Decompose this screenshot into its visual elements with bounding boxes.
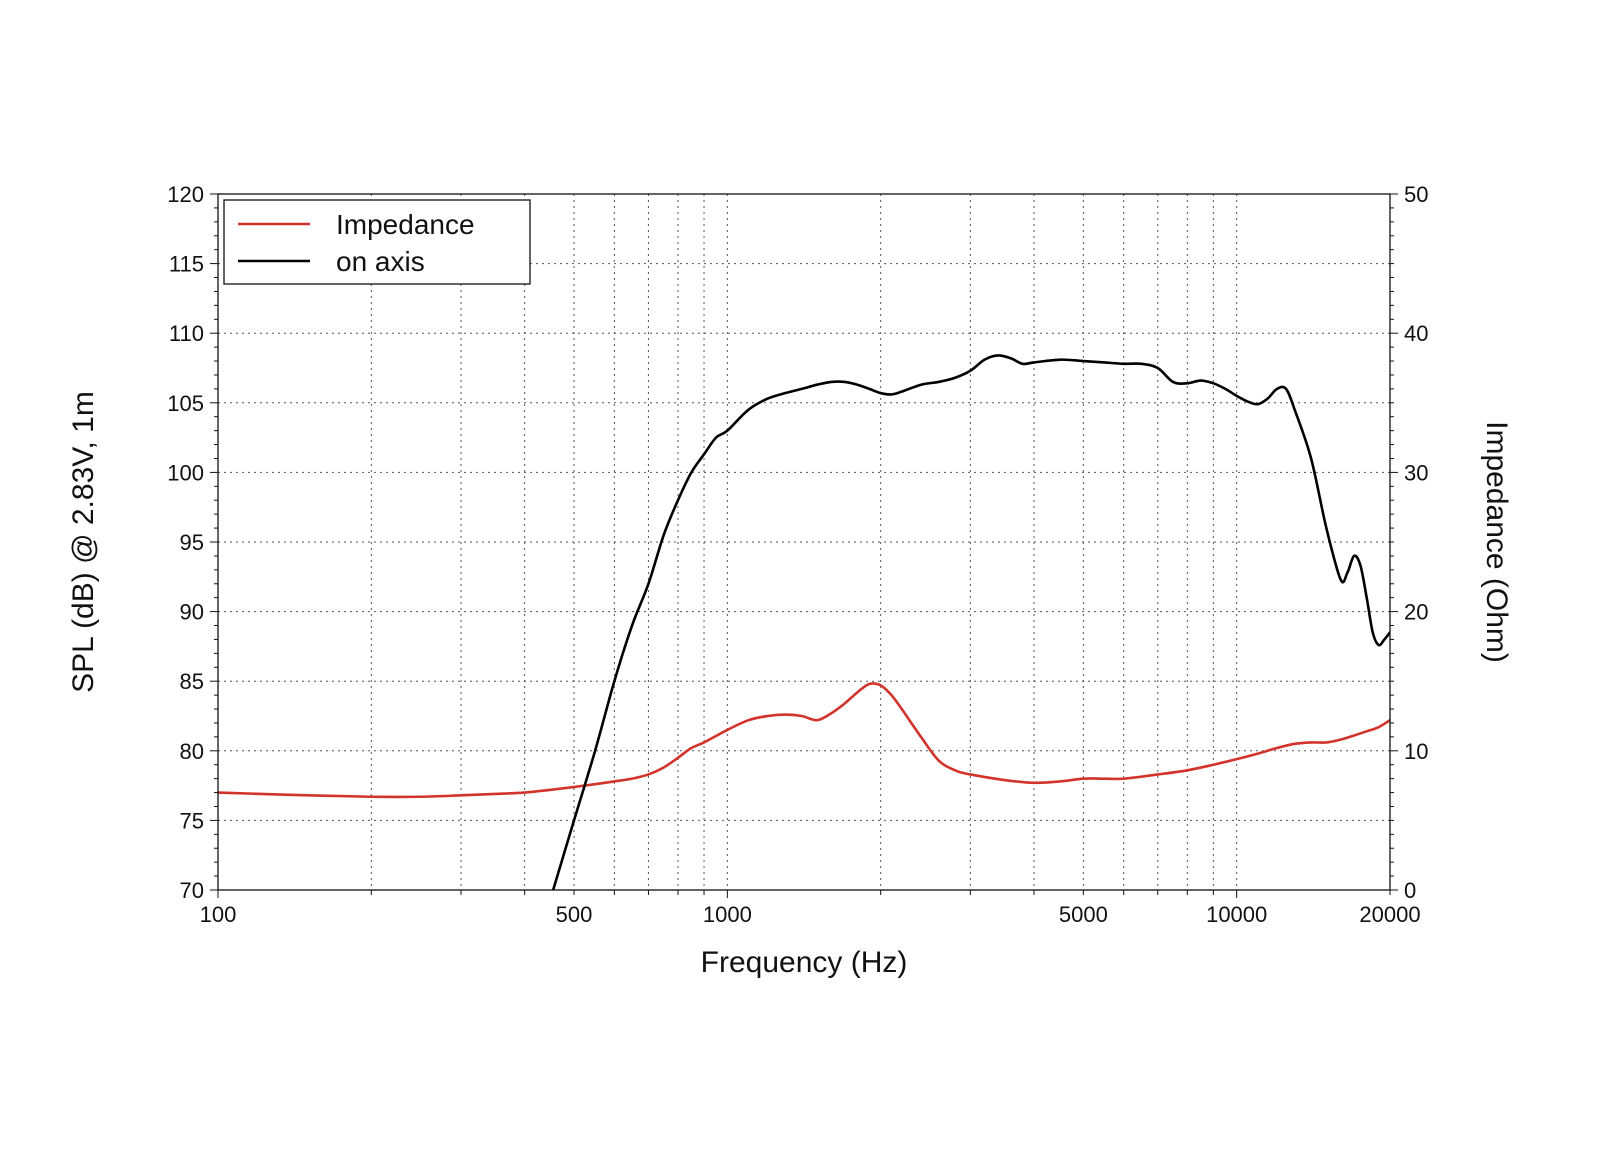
y-left-axis-title: SPL (dB) @ 2.83V, 1m: [67, 391, 100, 693]
series-layer: [218, 354, 1390, 890]
y-right-tick-label: 50: [1404, 182, 1428, 207]
x-tick-label: 500: [556, 902, 593, 927]
y-left-tick-label: 105: [167, 391, 204, 416]
y-left-tick-label: 110: [169, 321, 204, 346]
x-tick-label: 10000: [1206, 902, 1267, 927]
legend-label-on-axis: on axis: [336, 246, 425, 277]
y-right-tick-label: 40: [1404, 321, 1428, 346]
y-right-tick-label: 20: [1404, 600, 1428, 625]
y-right-tick-label: 10: [1404, 739, 1428, 764]
y-left-tick-label: 95: [180, 530, 204, 555]
series-line-on-axis: [551, 354, 1390, 890]
series-line-impedance: [218, 682, 1390, 799]
grid-layer: [218, 194, 1390, 890]
ticks-layer: 100 500 1000 5000 10000 200007075808590951001…: [167, 182, 1428, 927]
x-axis-title: Frequency (Hz): [701, 946, 908, 979]
legend-box: [223, 199, 531, 285]
y-left-tick-label: 90: [180, 600, 204, 625]
legend-label-impedance: Impedance: [336, 209, 475, 240]
labels-layer: Frequency (Hz) SPL (dB) @ 2.83V, 1m Impe…: [67, 391, 1513, 979]
y-left-tick-label: 70: [180, 878, 204, 903]
y-left-tick-label: 120: [167, 182, 204, 207]
x-tick-label: 100: [200, 902, 237, 927]
y-right-tick-label: 30: [1404, 460, 1428, 485]
x-tick-label: 1000: [703, 902, 752, 927]
y-right-axis-title: Impedance (Ohm): [1480, 421, 1513, 663]
y-left-tick-label: 75: [180, 808, 204, 833]
y-left-tick-label: 115: [169, 252, 204, 277]
legend: Impedance on axis: [223, 199, 531, 285]
y-right-tick-label: 0: [1404, 878, 1416, 903]
x-tick-label: 20000: [1359, 902, 1420, 927]
y-left-tick-label: 85: [180, 669, 204, 694]
x-tick-label: 5000: [1059, 902, 1108, 927]
y-left-tick-label: 80: [180, 739, 204, 764]
y-left-tick-label: 100: [167, 460, 204, 485]
